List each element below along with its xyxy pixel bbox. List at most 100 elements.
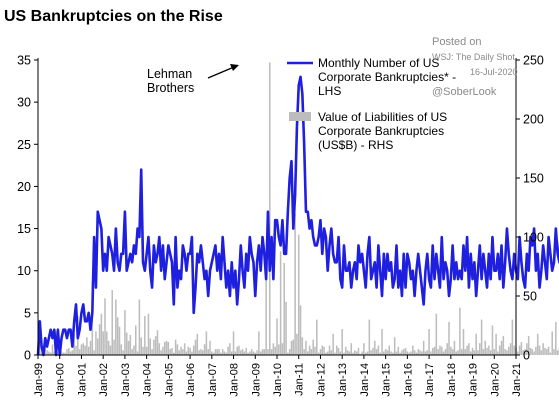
- right-tick-label: 150: [523, 172, 544, 186]
- liabilities-bar: [283, 262, 286, 355]
- liabilities-bar: [84, 345, 86, 355]
- liabilities-bar: [115, 299, 117, 355]
- liabilities-bar: [89, 340, 92, 355]
- liabilities-bar: [147, 313, 150, 355]
- liabilities-bar: [527, 336, 530, 355]
- liabilities-bar: [163, 342, 166, 355]
- liabilities-bar: [450, 346, 452, 355]
- liabilities-bar: [556, 350, 559, 355]
- liabilities-bar: [368, 319, 371, 355]
- x-tick-label: Jan-18: [446, 363, 458, 397]
- liabilities-bar: [372, 347, 374, 355]
- liabilities-bar: [314, 346, 316, 355]
- x-tick-label: Jan-17: [424, 363, 436, 397]
- liabilities-bar: [279, 251, 282, 355]
- liabilities-bar: [513, 345, 515, 355]
- liabilities-bar: [173, 352, 175, 355]
- liabilities-bar: [133, 345, 135, 355]
- legend-bar-swatch: [289, 112, 311, 121]
- liabilities-bar: [230, 351, 233, 355]
- liabilities-bar: [507, 346, 510, 355]
- liabilities-bar: [355, 351, 358, 355]
- liabilities-bar: [379, 352, 381, 355]
- liabilities-bar: [346, 350, 349, 355]
- liabilities-bar: [546, 349, 548, 355]
- liabilities-bar: [457, 350, 459, 355]
- liabilities-bar: [95, 331, 97, 355]
- left-tick-label: 30: [17, 96, 31, 110]
- liabilities-bar: [459, 307, 461, 355]
- liabilities-bar: [238, 345, 240, 355]
- liabilities-bar: [211, 351, 213, 355]
- liabilities-bar: [252, 351, 255, 355]
- right-axis-ticks: 0 50 100 150 200 250: [516, 54, 544, 363]
- watermark-handle: @SoberLook: [432, 86, 497, 98]
- liabilities-bar: [462, 329, 465, 355]
- liabilities-bar: [113, 339, 115, 355]
- liabilities-bar: [339, 351, 342, 355]
- liabilities-bar: [406, 351, 409, 355]
- x-tick-label: Jan-04: [142, 363, 154, 397]
- liabilities-bar: [337, 347, 340, 355]
- liabilities-bar: [191, 351, 193, 355]
- liabilities-bar: [120, 344, 123, 355]
- liabilities-bar: [345, 346, 347, 355]
- watermark: Posted on WSJ: The Daily Shot 16-Jul-202…: [432, 36, 518, 98]
- liabilities-bar: [46, 350, 48, 355]
- liabilities-bar: [156, 330, 159, 355]
- left-axis-ticks: 0 5 10 15 20 25 30 35: [17, 54, 38, 363]
- liabilities-bar: [359, 353, 362, 355]
- liabilities-bar: [364, 352, 367, 355]
- liabilities-bar: [259, 351, 262, 355]
- liabilities-bar: [536, 333, 539, 355]
- liabilities-bar: [82, 343, 85, 355]
- liabilities-bar: [254, 352, 257, 355]
- liabilities-bar: [305, 340, 307, 355]
- liabilities-bar: [473, 350, 476, 355]
- liabilities-bar: [464, 349, 467, 355]
- liabilities-bar: [448, 321, 450, 355]
- liabilities-bar: [51, 344, 54, 355]
- liabilities-bar: [78, 349, 81, 355]
- liabilities-bar: [129, 334, 132, 355]
- liabilities-bar: [261, 349, 264, 355]
- liabilities-bar: [214, 349, 217, 355]
- x-tick-label: Jan-11: [294, 363, 306, 396]
- liabilities-bar: [335, 345, 338, 355]
- liabilities-bar: [278, 344, 280, 355]
- legend-line-label-1: Monthly Number of US: [318, 56, 439, 70]
- liabilities-bar: [410, 351, 412, 355]
- liabilities-bar: [489, 350, 492, 355]
- liabilities-bar: [370, 350, 372, 355]
- liabilities-bar: [73, 333, 75, 355]
- liabilities-bar: [551, 331, 553, 355]
- liabilities-bar: [140, 337, 142, 355]
- liabilities-bar: [386, 350, 389, 355]
- legend-line-label-2: Corporate Bankruptcies* -: [318, 70, 456, 84]
- liabilities-bar: [361, 351, 363, 355]
- x-tick-label: Jan-14: [359, 363, 371, 397]
- liabilities-bar: [107, 340, 110, 355]
- liabilities-bar: [469, 351, 472, 355]
- left-tick-label: 10: [17, 264, 31, 278]
- liabilities-bar: [68, 347, 70, 355]
- liabilities-bar: [471, 347, 474, 355]
- liabilities-bar: [192, 345, 195, 355]
- liabilities-bar: [86, 337, 88, 355]
- liabilities-bar: [138, 299, 141, 355]
- liabilities-bar: [475, 333, 477, 355]
- liabilities-bar: [104, 298, 106, 355]
- liabilities-bar: [509, 343, 512, 355]
- liabilities-bar: [149, 338, 152, 355]
- liabilities-bar: [399, 352, 401, 355]
- liabilities-bar: [397, 346, 400, 355]
- liabilities-bar: [477, 350, 479, 355]
- liabilities-bar: [354, 350, 356, 355]
- liabilities-bar: [290, 340, 293, 355]
- liabilities-bar: [131, 349, 133, 355]
- liabilities-bar: [227, 346, 229, 355]
- liabilities-bar: [433, 346, 436, 355]
- liabilities-bar: [183, 343, 186, 355]
- liabilities-bar: [388, 345, 391, 355]
- liabilities-bar: [460, 349, 463, 355]
